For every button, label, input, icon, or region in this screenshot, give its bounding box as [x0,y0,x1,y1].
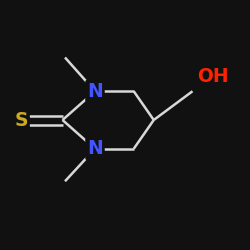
Text: N: N [87,82,103,101]
Text: S: S [14,110,28,130]
Text: N: N [87,139,103,158]
Text: OH: OH [198,67,229,86]
